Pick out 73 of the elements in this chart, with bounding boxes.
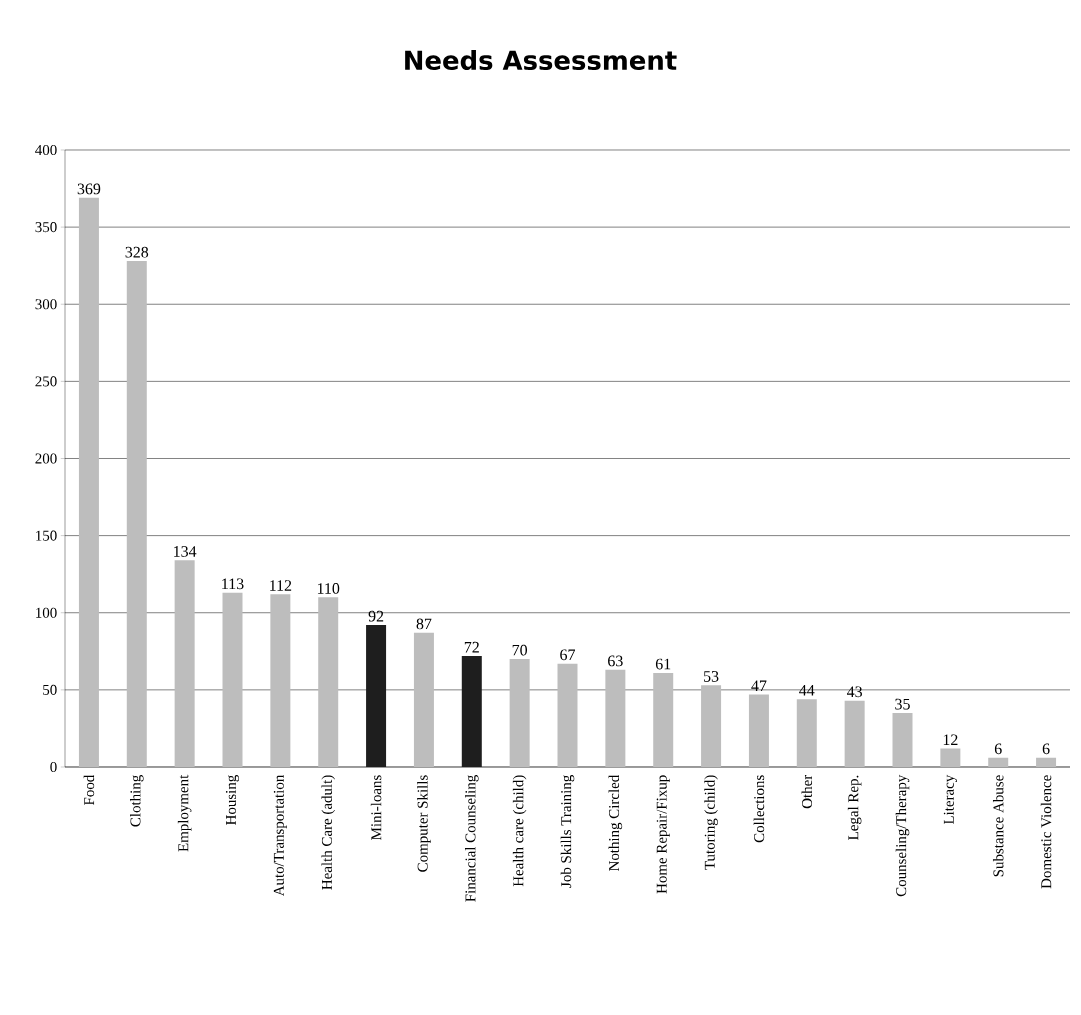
x-tick-label: Health care (child): [512, 775, 527, 887]
x-tick-label: Other: [801, 774, 813, 809]
data-label: 12: [943, 734, 958, 745]
data-label: 134: [174, 546, 197, 557]
data-label: 61: [655, 658, 671, 670]
bar: [940, 748, 961, 767]
x-tick-label: Housing: [225, 775, 240, 825]
bar: [509, 659, 530, 767]
y-tick-label: 350: [35, 222, 57, 233]
bar: [988, 757, 1009, 767]
x-tick-label: Substance Abuse: [992, 775, 1004, 877]
bar: [174, 560, 195, 767]
x-tick-label: Job Skills Training: [560, 775, 575, 888]
data-label: 6: [994, 743, 1002, 755]
x-tick-label: Food: [83, 774, 95, 806]
x-tick-label: Computer Skills: [417, 775, 431, 872]
data-label: 70: [512, 644, 527, 656]
bar: [126, 261, 147, 767]
x-tick-label: Employment: [177, 774, 192, 852]
bar: [78, 197, 99, 767]
bar: [222, 592, 243, 767]
x-tick-label: Counseling/Therapy: [895, 774, 910, 897]
bar: [844, 700, 865, 767]
bar: [413, 632, 434, 767]
bar: [796, 699, 817, 767]
data-label: 63: [608, 655, 623, 667]
data-label: 92: [368, 610, 384, 622]
data-label: 112: [270, 580, 292, 591]
bar: [653, 672, 674, 767]
x-tick-label: Auto/Transportation: [273, 774, 287, 897]
x-tick-label: Tutoring (child): [704, 775, 718, 870]
data-label: 35: [895, 698, 910, 710]
x-tick-label: Home Repair/Fixup: [656, 775, 670, 894]
x-tick-label: Domestic Violence: [1040, 775, 1052, 889]
data-label: 44: [799, 685, 815, 696]
x-tick-label: Literacy: [943, 774, 957, 825]
bar: [605, 669, 626, 767]
bar: [1036, 757, 1057, 767]
bar: [701, 685, 722, 767]
y-tick-label: 100: [36, 607, 57, 618]
x-tick-label: Clothing: [130, 775, 144, 827]
y-tick-label: 50: [43, 684, 57, 695]
y-tick-label: 150: [36, 530, 57, 541]
chart-title: Needs Assessment: [405, 49, 677, 70]
x-tick-label: Legal Rep.: [847, 775, 862, 840]
data-label: 87: [416, 618, 432, 630]
data-label: 113: [222, 578, 244, 590]
bar: [557, 663, 578, 767]
data-label: 53: [704, 671, 719, 682]
x-tick-label: Mini-loans: [370, 775, 382, 840]
data-label: 47: [751, 680, 767, 691]
data-label: 72: [464, 641, 479, 653]
x-tick-label: Collections: [753, 775, 765, 843]
bar: [270, 594, 291, 767]
bar: [461, 655, 482, 767]
y-tick-label: 250: [35, 376, 57, 387]
y-tick-label: 0: [50, 761, 57, 773]
data-label: 43: [846, 686, 862, 698]
bar: [748, 694, 769, 767]
x-tick-label: Financial Counseling: [465, 775, 479, 902]
x-tick-label: Nothing Circled: [608, 774, 623, 872]
data-label: 328: [125, 246, 149, 258]
data-label: 6: [1042, 743, 1050, 755]
bar: [366, 625, 387, 767]
bar: [318, 597, 339, 767]
y-tick-label: 400: [35, 144, 57, 156]
data-label: 67: [560, 649, 576, 661]
data-label: 110: [317, 583, 340, 594]
x-tick-label: Health Care (adult): [321, 775, 335, 890]
bar: [892, 713, 913, 767]
y-tick-label: 300: [35, 299, 57, 310]
data-label: 369: [77, 183, 101, 195]
y-tick-label: 200: [35, 453, 57, 464]
